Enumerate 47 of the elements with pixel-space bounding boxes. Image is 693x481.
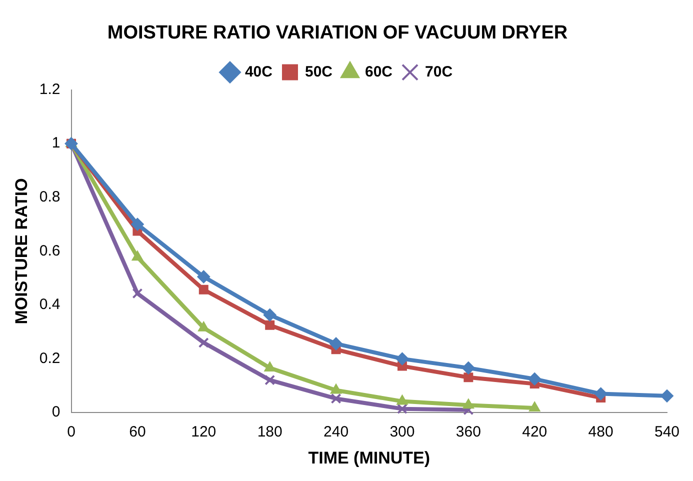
x-tick-label: 120 bbox=[191, 424, 216, 441]
point bbox=[130, 218, 144, 231]
point bbox=[198, 337, 209, 348]
point bbox=[396, 394, 408, 405]
x-tick-label: 480 bbox=[588, 424, 614, 441]
y-tick-label: 1 bbox=[52, 134, 60, 152]
point bbox=[396, 352, 409, 366]
point bbox=[396, 404, 408, 414]
legend-label: 70C bbox=[425, 63, 453, 80]
legend-label: 50C bbox=[304, 63, 333, 80]
point bbox=[528, 372, 542, 386]
point bbox=[197, 270, 210, 284]
chart-title: MOISTURE RATIO VARIATION OF VACUUM DRYER bbox=[107, 22, 568, 44]
y-tick-label: 0.2 bbox=[39, 350, 60, 367]
x-tick-label: 360 bbox=[456, 424, 481, 441]
point bbox=[198, 284, 208, 294]
x-tick-label: 300 bbox=[390, 424, 415, 441]
point bbox=[330, 393, 342, 404]
point bbox=[330, 384, 342, 394]
x-tick-label: 240 bbox=[324, 424, 349, 441]
y-tick-label: 0.6 bbox=[39, 242, 60, 260]
point bbox=[198, 321, 210, 332]
x-axis-title: TIME (MINUTE) bbox=[308, 448, 430, 468]
point bbox=[265, 320, 275, 330]
y-tick-label: 0.4 bbox=[39, 296, 60, 314]
point bbox=[462, 361, 475, 374]
x-tick-label: 180 bbox=[257, 424, 282, 441]
y-axis-title: MOISTURE RATIO bbox=[12, 178, 31, 324]
x-tick-label: 0 bbox=[67, 424, 76, 441]
x-tick-label: 420 bbox=[522, 424, 548, 441]
point bbox=[528, 402, 540, 412]
y-tick-label: 0 bbox=[52, 404, 60, 421]
legend-label: 40C bbox=[244, 63, 273, 80]
x-tick-label: 540 bbox=[654, 424, 680, 441]
point bbox=[264, 374, 276, 386]
point bbox=[462, 398, 474, 409]
point bbox=[660, 389, 674, 402]
x-tick-label: 60 bbox=[129, 424, 146, 441]
point bbox=[263, 308, 276, 322]
point bbox=[132, 250, 144, 261]
y-tick-label: 1.2 bbox=[39, 80, 60, 98]
point bbox=[464, 372, 474, 382]
legend-label: 60C bbox=[365, 63, 393, 80]
point bbox=[132, 288, 143, 299]
point bbox=[330, 337, 343, 350]
point bbox=[594, 387, 608, 400]
y-tick-label: 0.8 bbox=[39, 188, 60, 206]
